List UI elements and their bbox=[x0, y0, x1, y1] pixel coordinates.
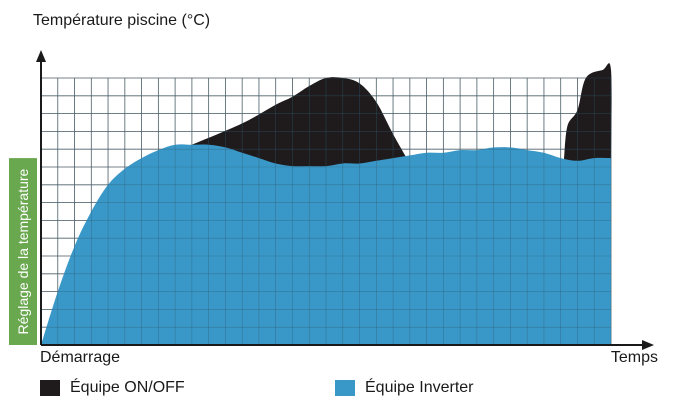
legend-label-onoff: Équipe ON/OFF bbox=[70, 379, 185, 396]
x-start-label: Démarrage bbox=[40, 349, 120, 366]
x-axis-arrow bbox=[642, 340, 654, 350]
chart-title: Température piscine (°C) bbox=[33, 12, 210, 29]
legend-swatch-onoff bbox=[40, 380, 60, 396]
series-onoff-area-2 bbox=[564, 63, 612, 185]
plot-area: Réglage de la température bbox=[9, 50, 654, 350]
y-axis-arrow bbox=[36, 50, 46, 62]
legend-item-inverter: Équipe Inverter bbox=[335, 379, 474, 397]
setpoint-band bbox=[9, 158, 37, 345]
legend-item-onoff: Équipe ON/OFF bbox=[40, 379, 185, 397]
legend-swatch-inverter bbox=[335, 380, 355, 396]
setpoint-label: Réglage de la température bbox=[15, 168, 31, 334]
legend-label-inverter: Équipe Inverter bbox=[365, 379, 474, 396]
x-axis-label: Temps bbox=[611, 349, 658, 366]
